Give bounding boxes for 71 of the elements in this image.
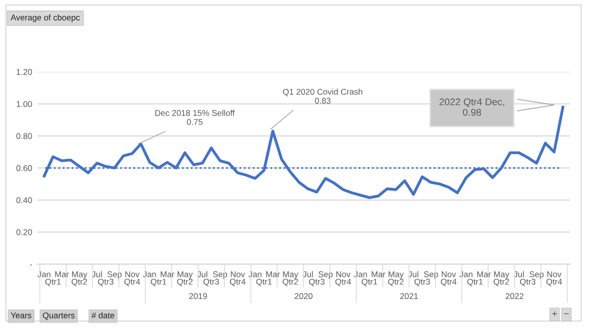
annotation: Dec 2018 15% Selloff 0.75 [155, 110, 235, 125]
x-tick-label: May [72, 271, 88, 279]
x-tick-label: Sep [108, 271, 122, 279]
text: − [564, 313, 569, 314]
text: Qtr4 [546, 278, 562, 286]
x-tick-label: Nov [336, 271, 350, 278]
x-tick-label: Sep [529, 271, 544, 279]
x-tick-label: Nov [230, 271, 245, 278]
x-tick-label: May [388, 271, 404, 279]
text: Qtr4 [124, 278, 140, 286]
x-tick-label: Mar [266, 271, 280, 278]
x-tick-label: Jul [92, 271, 102, 278]
text: Qtr2 [494, 278, 510, 286]
x-tick-label: Jan [460, 271, 472, 278]
x-tick-label: Jul [197, 271, 208, 278]
x-tick-label: Mar [55, 271, 69, 278]
y-tick-label: 1.00 [16, 101, 32, 107]
text: # date [91, 312, 114, 318]
x-tick-label: Sep [213, 271, 228, 279]
text: Qtr4 [230, 278, 246, 286]
y-tick-label: 0.40 [16, 197, 32, 204]
x-tick-label: Nov [547, 271, 562, 278]
y-tick-label: 0.20 [16, 229, 32, 236]
text: Qtr1 [256, 278, 272, 286]
text: + [552, 311, 557, 316]
text: Qtr2 [177, 278, 193, 286]
text: Qtr3 [98, 278, 114, 286]
text: Qtr1 [467, 278, 483, 286]
x-tick-label: May [178, 271, 193, 279]
x-tick-label: Jan [38, 271, 50, 278]
x-tick-label: Jan [143, 271, 156, 278]
text: 2020 [294, 293, 312, 300]
text: Qtr2 [388, 278, 404, 286]
text: 2019 [189, 293, 207, 300]
x-tick-label: Jan [248, 271, 262, 278]
chart-title: Average of cboepc [10, 14, 80, 22]
text: 2021 [400, 293, 418, 300]
x-tick-label: Mar [160, 271, 174, 278]
text: Qtr2 [282, 278, 298, 286]
x-tick-label: Mar [372, 271, 386, 278]
x-tick-label: Nov [442, 271, 456, 278]
x-tick-label: Jan [354, 271, 367, 278]
line-series [42, 106, 564, 200]
text: Years [10, 312, 32, 318]
text: Qtr3 [309, 278, 324, 286]
text: Quarters [42, 312, 75, 320]
text: Qtr1 [362, 278, 378, 286]
x-tick-label: Sep [424, 271, 438, 279]
text: 2022 [506, 293, 524, 300]
x-tick-label: Jul [302, 271, 313, 278]
y-tick-label: 0.80 [16, 133, 32, 140]
x-tick-label: Mar [477, 271, 491, 278]
text: Qtr3 [520, 278, 536, 286]
x-tick-label: Jul [408, 271, 418, 278]
annotation: 2022 Qtr4 Dec, 0.98 [440, 98, 504, 116]
x-tick-label: May [494, 271, 510, 279]
x-tick-label: May [283, 271, 298, 279]
text: Qtr1 [150, 278, 166, 286]
x-tick-label: Jul [514, 271, 524, 278]
text: Qtr3 [204, 278, 219, 286]
text: Qtr4 [440, 278, 456, 286]
y-tick-label: - [30, 264, 32, 266]
text: Qtr3 [414, 278, 430, 286]
x-tick-label: Sep [318, 271, 333, 279]
text: Qtr2 [72, 278, 88, 286]
y-tick-label: 0.60 [16, 165, 32, 172]
text: Qtr4 [335, 278, 351, 286]
annotation: Q1 2020 Covid Crash 0.83 [283, 88, 362, 104]
y-tick-label: 1.20 [16, 69, 32, 75]
text: Qtr1 [45, 278, 61, 286]
x-tick-label: Nov [125, 271, 140, 278]
